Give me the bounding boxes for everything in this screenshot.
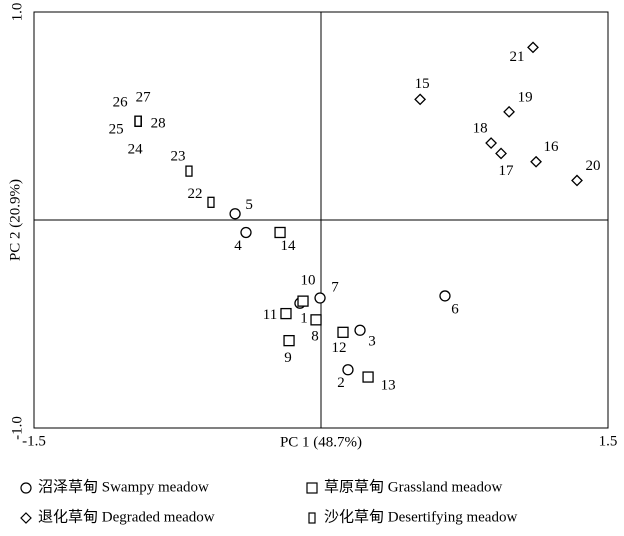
legend-marker bbox=[20, 482, 32, 494]
point-label: 20 bbox=[586, 158, 601, 174]
point-label: 26 bbox=[113, 95, 129, 111]
point bbox=[207, 196, 215, 208]
point bbox=[297, 295, 309, 307]
point-label: 25 bbox=[109, 122, 124, 138]
point bbox=[527, 41, 539, 54]
point-label: 10 bbox=[301, 273, 316, 289]
point bbox=[530, 155, 542, 168]
point-label: 12 bbox=[332, 340, 347, 356]
point-label: 23 bbox=[170, 149, 185, 165]
point-label: 11 bbox=[263, 307, 277, 323]
point-label: 17 bbox=[499, 163, 515, 179]
legend-marker bbox=[306, 482, 318, 494]
y-tick-label: -1.0 bbox=[9, 416, 25, 440]
point-label: 8 bbox=[311, 328, 319, 344]
x-tick-label: 1.5 bbox=[599, 433, 618, 449]
point bbox=[337, 326, 349, 338]
point bbox=[571, 174, 583, 187]
point bbox=[274, 226, 286, 239]
x-axis-label: PC 1 (48.7%) bbox=[280, 434, 362, 450]
point bbox=[283, 334, 295, 347]
point-label: 21 bbox=[509, 49, 524, 65]
point bbox=[229, 208, 241, 220]
point-label: 3 bbox=[368, 334, 376, 350]
point bbox=[414, 93, 427, 106]
point bbox=[354, 324, 366, 336]
legend-label: 退化草甸 Degraded meadow bbox=[38, 508, 215, 525]
point bbox=[362, 371, 374, 383]
point bbox=[485, 137, 498, 149]
point-label: 4 bbox=[234, 238, 242, 254]
point bbox=[439, 290, 451, 302]
legend-label: 草原草甸 Grassland meadow bbox=[324, 478, 502, 495]
point-label: 14 bbox=[281, 238, 297, 254]
point-label: 18 bbox=[473, 120, 488, 136]
point-label: 9 bbox=[284, 350, 292, 366]
point bbox=[185, 165, 193, 177]
point bbox=[503, 105, 515, 118]
point-label: 6 bbox=[451, 301, 459, 317]
point-label: 27 bbox=[136, 90, 152, 106]
point-label: 5 bbox=[245, 197, 253, 213]
legend-label: 沼泽草甸 Swampy meadow bbox=[38, 478, 209, 495]
legend-label: 沙化草甸 Desertifying meadow bbox=[324, 508, 517, 525]
point bbox=[280, 307, 292, 320]
point-label: 13 bbox=[381, 377, 396, 393]
x-tick-label: -1.5 bbox=[22, 433, 46, 449]
point bbox=[342, 364, 354, 376]
point-label: 2 bbox=[337, 375, 345, 391]
point-label: 16 bbox=[544, 139, 560, 155]
point bbox=[240, 226, 252, 239]
point bbox=[310, 314, 322, 326]
point bbox=[495, 147, 507, 160]
point-label: 19 bbox=[518, 89, 533, 105]
legend-marker bbox=[20, 512, 32, 524]
point-label: 22 bbox=[187, 186, 202, 202]
point-label: 24 bbox=[128, 142, 144, 158]
legend-marker bbox=[308, 512, 316, 524]
point-label: 15 bbox=[415, 76, 430, 92]
y-axis-label: PC 2 (20.9%) bbox=[7, 179, 23, 261]
point bbox=[134, 115, 142, 127]
point-label: 7 bbox=[331, 279, 339, 295]
point bbox=[314, 292, 326, 304]
y-tick-label: 1.0 bbox=[9, 3, 25, 22]
point-label: 28 bbox=[151, 116, 166, 132]
point-label: 1 bbox=[300, 311, 308, 327]
